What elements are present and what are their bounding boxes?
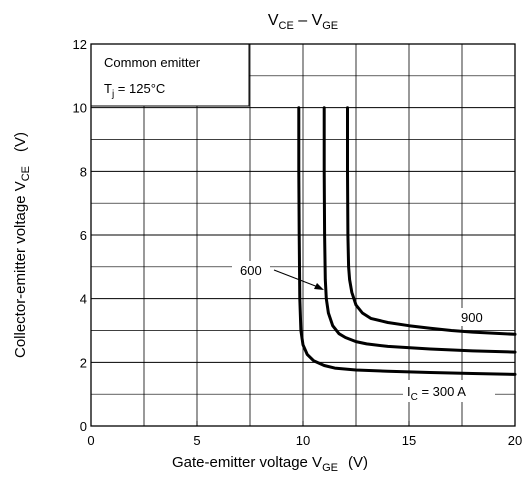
x-tick-label: 0 [87,433,94,448]
y-tick-label: 12 [73,37,87,52]
y-tick-label: 0 [80,419,87,434]
y-axis-label: Collector-emitter voltage VCE(V) [12,132,32,358]
x-tick-label: 20 [508,433,522,448]
series-line-0 [299,108,515,375]
series-label-900: 900 [461,310,483,325]
y-tick-label: 2 [80,355,87,370]
x-axis-label: Gate-emitter voltage VGE (V) [172,454,368,474]
annotation-line-1: Common emitter [104,55,201,70]
chart-title: VCE – VGE [268,12,338,32]
y-tick-label: 10 [73,101,87,116]
series-label-600: 600 [240,263,262,278]
data-series [299,108,515,375]
y-tick-label: 8 [80,164,87,179]
annotation-box [91,44,249,106]
x-tick-label: 5 [193,433,200,448]
series-line-2 [348,108,516,335]
x-tick-label: 10 [296,433,310,448]
label-leader-600 [274,270,318,287]
y-tick-label: 6 [80,228,87,243]
label-arrow-600 [314,283,324,290]
x-tick-label: 15 [402,433,416,448]
y-tick-label: 4 [80,292,87,307]
